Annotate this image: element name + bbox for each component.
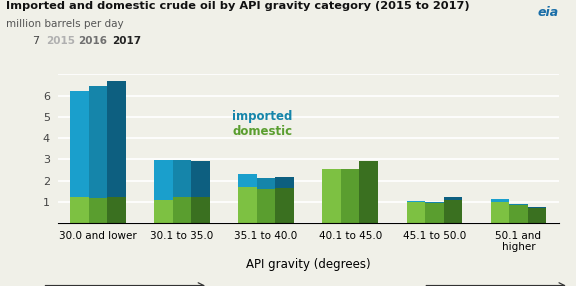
Text: imported: imported: [233, 110, 293, 124]
Bar: [425, 202, 444, 203]
Bar: [89, 198, 107, 223]
Bar: [407, 202, 425, 223]
Bar: [323, 169, 341, 223]
Bar: [444, 197, 462, 200]
Text: domestic: domestic: [233, 125, 293, 138]
Bar: [154, 160, 173, 200]
Bar: [359, 162, 378, 223]
Bar: [407, 201, 425, 202]
Bar: [491, 202, 509, 223]
Text: Imported and domestic crude oil by API gravity category (2015 to 2017): Imported and domestic crude oil by API g…: [6, 1, 469, 11]
Bar: [491, 199, 509, 202]
Bar: [89, 86, 107, 198]
Bar: [70, 91, 89, 196]
Text: 2016: 2016: [78, 36, 107, 46]
Bar: [191, 196, 210, 223]
Text: 2015: 2015: [46, 36, 75, 46]
Bar: [238, 174, 257, 187]
Bar: [107, 82, 126, 197]
Bar: [275, 188, 294, 223]
Text: million barrels per day: million barrels per day: [6, 19, 123, 29]
Bar: [528, 207, 546, 208]
Text: eia: eia: [537, 6, 559, 19]
Bar: [173, 160, 191, 197]
Bar: [107, 197, 126, 223]
Bar: [191, 162, 210, 196]
Bar: [173, 197, 191, 223]
Bar: [275, 177, 294, 188]
Bar: [425, 203, 444, 223]
X-axis label: API gravity (degrees): API gravity (degrees): [246, 258, 370, 271]
Bar: [528, 208, 546, 223]
Bar: [341, 169, 359, 223]
Bar: [154, 200, 173, 223]
Text: 2017: 2017: [112, 36, 142, 46]
Bar: [509, 205, 528, 223]
Bar: [444, 200, 462, 223]
Bar: [257, 178, 275, 189]
Text: 7: 7: [32, 36, 39, 46]
Bar: [257, 189, 275, 223]
Bar: [238, 187, 257, 223]
Bar: [509, 204, 528, 205]
Bar: [70, 196, 89, 223]
